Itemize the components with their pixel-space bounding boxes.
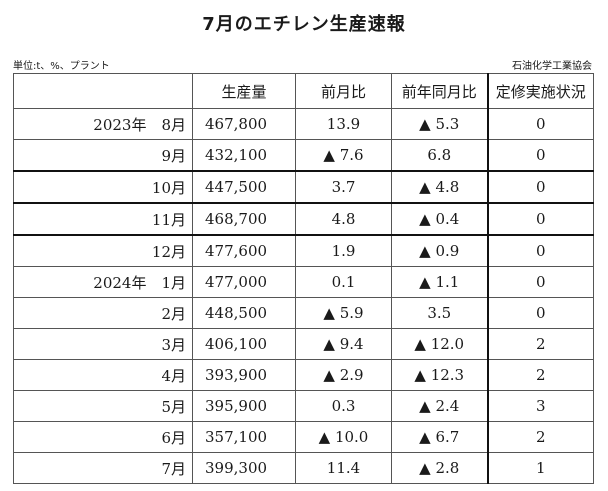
yoy-cell: ▲ 2.8	[391, 452, 488, 484]
mom-cell: 4.8	[295, 202, 392, 236]
period-cell: 2023年 8月	[13, 108, 193, 140]
production-cell: 395,900	[192, 390, 296, 422]
period-cell: 2024年 1月	[13, 266, 193, 298]
maintenance-cell: 2	[486, 328, 594, 360]
header-production: 生産量	[192, 73, 296, 109]
period-cell: 9月	[13, 139, 193, 172]
period-cell: 7月	[13, 452, 193, 484]
table-row: 2023年 8月 467,800 13.9 ▲ 5.3 0	[13, 108, 594, 140]
mom-cell: ▲ 7.6	[295, 139, 392, 172]
maintenance-cell: 0	[486, 139, 594, 172]
mom-cell: 3.7	[295, 170, 392, 204]
table-row: 2月 448,500 ▲ 5.9 3.5 0	[13, 297, 594, 329]
yoy-cell: ▲ 2.4	[391, 390, 488, 422]
maintenance-cell: 0	[486, 108, 594, 140]
table-row: 3月 406,100 ▲ 9.4 ▲ 12.0 2	[13, 328, 594, 360]
maintenance-cell: 0	[486, 202, 594, 236]
maintenance-cell: 0	[486, 266, 594, 298]
yoy-cell: ▲ 4.8	[391, 170, 488, 204]
mom-cell: 11.4	[295, 452, 392, 484]
header-row: 生産量 前月比 前年同月比 定修実施状況	[13, 73, 594, 109]
table-row: 5月 395,900 0.3 ▲ 2.4 3	[13, 390, 594, 422]
yoy-cell: 3.5	[391, 297, 488, 329]
period-cell: 2月	[13, 297, 193, 329]
header-maintenance: 定修実施状況	[486, 73, 594, 109]
mom-cell: 0.1	[295, 266, 392, 298]
header-mom: 前月比	[295, 73, 392, 109]
table-row: 12月 477,600 1.9 ▲ 0.9 0	[13, 234, 594, 267]
period-cell: 3月	[13, 328, 193, 360]
production-cell: 477,600	[192, 234, 296, 267]
production-cell: 399,300	[192, 452, 296, 484]
production-cell: 467,800	[192, 108, 296, 140]
mom-cell: 13.9	[295, 108, 392, 140]
period-cell: 10月	[13, 170, 193, 204]
mom-cell: ▲ 5.9	[295, 297, 392, 329]
period-cell: 11月	[13, 202, 193, 236]
yoy-cell: ▲ 12.3	[391, 359, 488, 391]
period-cell: 12月	[13, 234, 193, 267]
production-cell: 357,100	[192, 421, 296, 453]
period-cell: 5月	[13, 390, 193, 422]
maintenance-cell: 0	[486, 170, 594, 204]
maintenance-cell: 3	[486, 390, 594, 422]
mom-cell: ▲ 10.0	[295, 421, 392, 453]
period-cell: 4月	[13, 359, 193, 391]
production-cell: 447,500	[192, 170, 296, 204]
table-row: 11月 468,700 4.8 ▲ 0.4 0	[13, 202, 594, 236]
table-row: 7月 399,300 11.4 ▲ 2.8 1	[13, 452, 594, 484]
mom-cell: 1.9	[295, 234, 392, 267]
production-cell: 448,500	[192, 297, 296, 329]
production-cell: 477,000	[192, 266, 296, 298]
table-row: 9月 432,100 ▲ 7.6 6.8 0	[13, 139, 594, 172]
ethylene-production-table: 生産量 前月比 前年同月比 定修実施状況 2023年 8月 467,800 13.9…	[13, 73, 594, 484]
maintenance-cell: 2	[486, 421, 594, 453]
period-cell: 6月	[13, 421, 193, 453]
page-title: 7月のエチレン生産速報	[202, 14, 406, 35]
mom-cell: ▲ 9.4	[295, 328, 392, 360]
table-row: 2024年 1月 477,000 0.1 ▲ 1.1 0	[13, 266, 594, 298]
production-cell: 393,900	[192, 359, 296, 391]
yoy-cell: ▲ 5.3	[391, 108, 488, 140]
yoy-cell: ▲ 6.7	[391, 421, 488, 453]
mom-cell: 0.3	[295, 390, 392, 422]
table-row: 10月 447,500 3.7 ▲ 4.8 0	[13, 170, 594, 204]
production-cell: 432,100	[192, 139, 296, 172]
production-cell: 406,100	[192, 328, 296, 360]
maintenance-cell: 2	[486, 359, 594, 391]
yoy-cell: ▲ 12.0	[391, 328, 488, 360]
header-yoy: 前年同月比	[391, 73, 488, 109]
yoy-cell: ▲ 1.1	[391, 266, 488, 298]
yoy-cell: ▲ 0.9	[391, 234, 488, 267]
maintenance-cell: 0	[486, 297, 594, 329]
maintenance-cell: 0	[486, 234, 594, 267]
header-period	[13, 73, 193, 109]
unit-label: 単位:t、%、プラント	[13, 61, 110, 72]
table-row: 4月 393,900 ▲ 2.9 ▲ 12.3 2	[13, 359, 594, 391]
production-cell: 468,700	[192, 202, 296, 236]
yoy-cell: ▲ 0.4	[391, 202, 488, 236]
table-row: 6月 357,100 ▲ 10.0 ▲ 6.7 2	[13, 421, 594, 453]
mom-cell: ▲ 2.9	[295, 359, 392, 391]
source-label: 石油化学工業協会	[512, 61, 592, 72]
maintenance-cell: 1	[486, 452, 594, 484]
yoy-cell: 6.8	[391, 139, 488, 172]
